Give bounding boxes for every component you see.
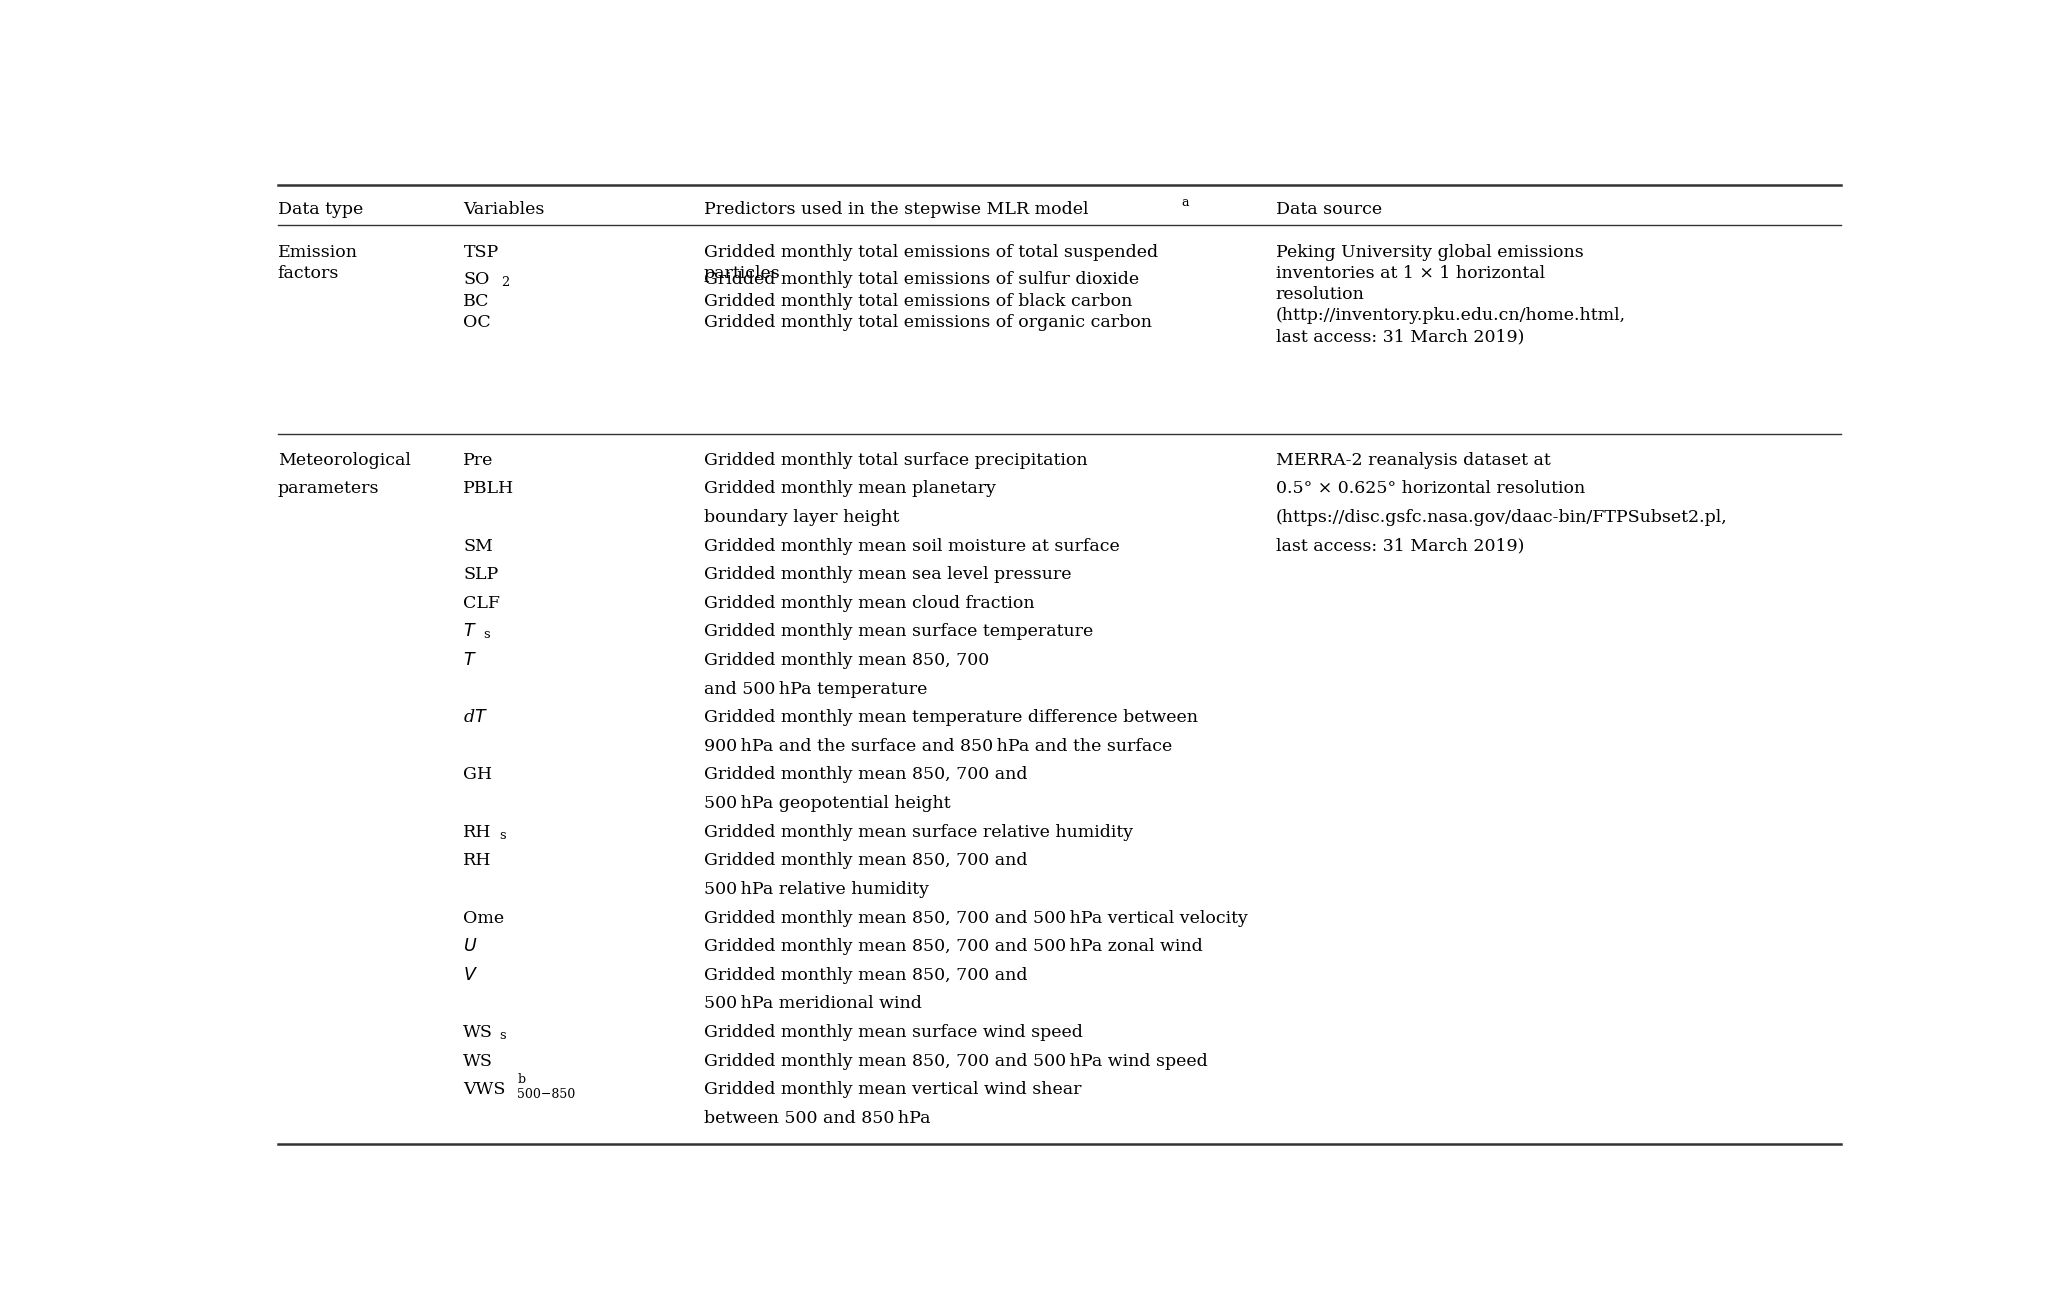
Text: Gridded monthly mean soil moisture at surface: Gridded monthly mean soil moisture at su… [703,537,1120,554]
Text: $T$: $T$ [463,623,477,640]
Text: particles: particles [703,265,781,282]
Text: 2: 2 [500,276,508,289]
Text: VWS: VWS [463,1081,506,1098]
Text: Data type: Data type [277,201,364,218]
Text: Gridded monthly mean 850, 700: Gridded monthly mean 850, 700 [703,652,988,669]
Text: and 500 hPa temperature: and 500 hPa temperature [703,681,928,698]
Text: s: s [484,629,490,642]
Text: Gridded monthly mean 850, 700 and 500 hPa vertical velocity: Gridded monthly mean 850, 700 and 500 hP… [703,910,1248,927]
Text: b: b [517,1073,525,1086]
Text: RH: RH [463,853,492,870]
Text: 500−850: 500−850 [517,1089,575,1102]
Text: Gridded monthly mean temperature difference between: Gridded monthly mean temperature differe… [703,709,1197,726]
Text: $V$: $V$ [463,966,477,983]
Text: Gridded monthly mean 850, 700 and: Gridded monthly mean 850, 700 and [703,853,1027,870]
Text: Gridded monthly mean 850, 700 and: Gridded monthly mean 850, 700 and [703,966,1027,983]
Text: MERRA-2 reanalysis dataset at: MERRA-2 reanalysis dataset at [1275,451,1550,468]
Text: Gridded monthly mean cloud fraction: Gridded monthly mean cloud fraction [703,595,1034,612]
Text: BC: BC [463,293,490,310]
Text: Gridded monthly mean vertical wind shear: Gridded monthly mean vertical wind shear [703,1081,1081,1098]
Text: Ome: Ome [463,910,504,927]
Text: Gridded monthly mean sea level pressure: Gridded monthly mean sea level pressure [703,566,1071,583]
Text: Variables: Variables [463,201,546,218]
Text: factors: factors [277,265,339,282]
Text: SO: SO [463,271,490,288]
Text: s: s [500,829,506,841]
Text: 900 hPa and the surface and 850 hPa and the surface: 900 hPa and the surface and 850 hPa and … [703,738,1172,755]
Text: d$T$: d$T$ [463,709,488,726]
Text: 500 hPa geopotential height: 500 hPa geopotential height [703,795,951,812]
Text: Gridded monthly mean 850, 700 and: Gridded monthly mean 850, 700 and [703,767,1027,784]
Text: Gridded monthly total emissions of organic carbon: Gridded monthly total emissions of organ… [703,314,1151,331]
Text: last access: 31 March 2019): last access: 31 March 2019) [1275,537,1523,554]
Text: Gridded monthly mean 850, 700 and 500 hPa zonal wind: Gridded monthly mean 850, 700 and 500 hP… [703,938,1203,955]
Text: WS: WS [463,1052,494,1069]
Text: Predictors used in the stepwise MLR model: Predictors used in the stepwise MLR mode… [703,201,1087,218]
Text: SLP: SLP [463,566,498,583]
Text: 0.5° × 0.625° horizontal resolution: 0.5° × 0.625° horizontal resolution [1275,480,1585,497]
Text: GH: GH [463,767,492,784]
Text: SM: SM [463,537,494,554]
Text: (http://inventory.pku.edu.cn/home.html,: (http://inventory.pku.edu.cn/home.html, [1275,306,1627,325]
Text: Emission: Emission [277,244,358,261]
Text: Data source: Data source [1275,201,1381,218]
Text: boundary layer height: boundary layer height [703,509,899,526]
Text: Gridded monthly mean 850, 700 and 500 hPa wind speed: Gridded monthly mean 850, 700 and 500 hP… [703,1052,1207,1069]
Text: Peking University global emissions: Peking University global emissions [1275,244,1583,261]
Text: Gridded monthly total surface precipitation: Gridded monthly total surface precipitat… [703,451,1087,468]
Text: resolution: resolution [1275,286,1364,303]
Text: 500 hPa meridional wind: 500 hPa meridional wind [703,995,922,1012]
Text: CLF: CLF [463,595,500,612]
Text: Gridded monthly mean planetary: Gridded monthly mean planetary [703,480,996,497]
Text: Gridded monthly total emissions of total suspended: Gridded monthly total emissions of total… [703,244,1158,261]
Text: Gridded monthly total emissions of black carbon: Gridded monthly total emissions of black… [703,293,1133,310]
Text: 500 hPa relative humidity: 500 hPa relative humidity [703,882,928,898]
Text: RH: RH [463,824,492,841]
Text: inventories at 1 × 1 horizontal: inventories at 1 × 1 horizontal [1275,265,1544,282]
Text: Gridded monthly mean surface wind speed: Gridded monthly mean surface wind speed [703,1024,1083,1041]
Text: parameters: parameters [277,480,378,497]
Text: OC: OC [463,314,492,331]
Text: $U$: $U$ [463,938,477,955]
Text: Gridded monthly mean surface temperature: Gridded monthly mean surface temperature [703,623,1093,640]
Text: (https://disc.gsfc.nasa.gov/daac-bin/FTPSubset2.pl,: (https://disc.gsfc.nasa.gov/daac-bin/FTP… [1275,509,1728,526]
Text: last access: 31 March 2019): last access: 31 March 2019) [1275,329,1523,346]
Text: Gridded monthly total emissions of sulfur dioxide: Gridded monthly total emissions of sulfu… [703,271,1139,288]
Text: WS: WS [463,1024,494,1041]
Text: a: a [1180,196,1189,209]
Text: Gridded monthly mean surface relative humidity: Gridded monthly mean surface relative hu… [703,824,1133,841]
Text: between 500 and 850 hPa: between 500 and 850 hPa [703,1110,930,1127]
Text: s: s [500,1029,506,1042]
Text: TSP: TSP [463,244,498,261]
Text: $T$: $T$ [463,652,477,669]
Text: Meteorological: Meteorological [277,451,411,468]
Text: Pre: Pre [463,451,494,468]
Text: PBLH: PBLH [463,480,515,497]
